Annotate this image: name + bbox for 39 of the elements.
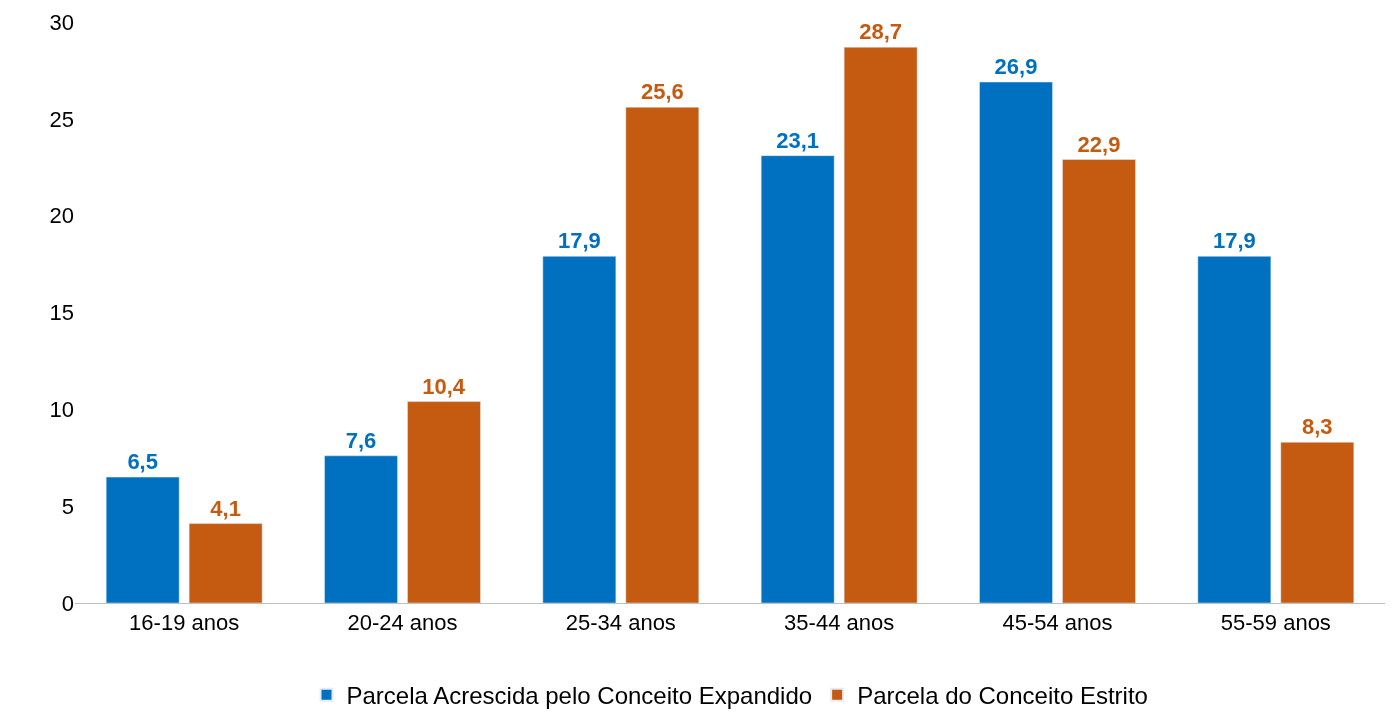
y-tick-label: 15 [49,300,74,326]
data-label: 4,1 [210,495,241,521]
y-tick-label: 20 [49,203,74,229]
data-label: 25,6 [640,79,684,105]
bar [1062,159,1136,603]
legend-label: Parcela Acrescida pelo Conceito Expandido [346,682,813,710]
data-label: 7,6 [345,427,377,453]
bar [324,455,398,603]
x-tick-label: 25-34 anos [565,610,676,636]
y-tick-label: 25 [49,106,74,132]
x-tick-label: 55-59 anos [1220,610,1331,636]
data-label: 26,9 [994,54,1038,80]
bar [625,106,700,603]
bar [1280,442,1355,603]
x-tick-label: 20-24 anos [347,610,458,636]
data-label: 10,4 [422,373,466,399]
bar [1197,256,1272,603]
data-label: 6,5 [127,449,158,475]
data-label: 17,9 [1212,228,1256,254]
bar [843,46,918,603]
data-label: 23,1 [776,127,820,153]
bar [407,401,481,603]
y-tick-label: 5 [61,493,74,519]
bar [105,476,180,603]
legend-label: Parcela do Conceito Estrito [857,682,1148,710]
data-label: 8,3 [1302,414,1333,440]
data-label: 28,7 [859,19,903,45]
x-tick-label: 45-54 anos [1002,610,1113,636]
data-label: 17,9 [557,228,601,254]
y-tick-label: 0 [61,590,74,616]
bar [979,81,1053,603]
data-label: 22,9 [1077,131,1121,157]
y-tick-label: 30 [49,9,74,35]
bar [542,256,617,603]
y-tick-label: 10 [49,397,74,423]
bar [188,523,263,603]
x-tick-label: 35-44 anos [784,610,895,636]
bar [760,155,835,603]
x-tick-label: 16-19 anos [129,610,240,636]
